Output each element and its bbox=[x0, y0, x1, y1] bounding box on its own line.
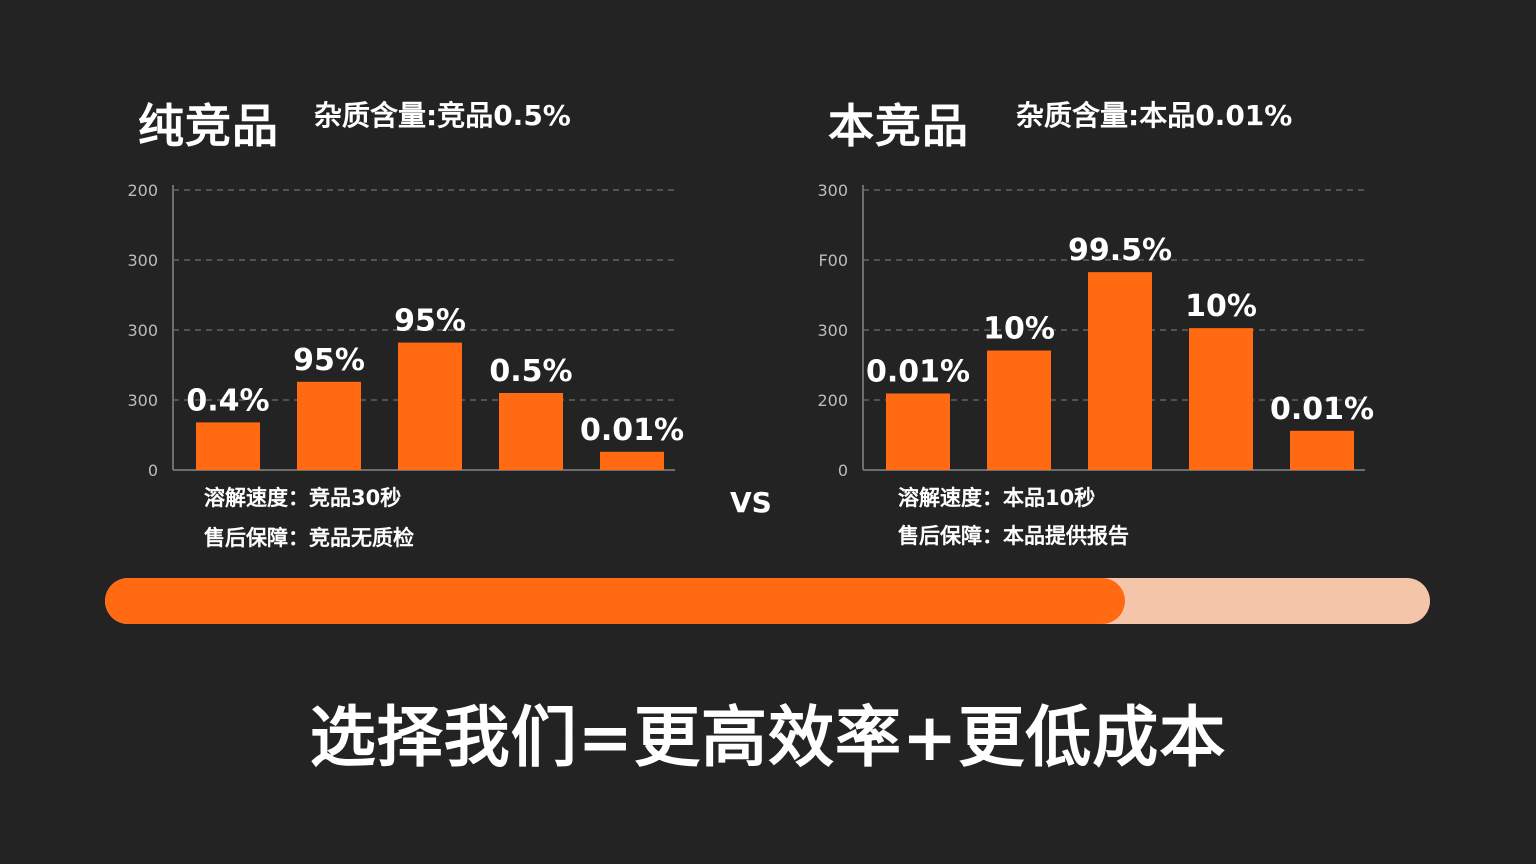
competitor-bar-chart: 0 300 300 300 200 0.4% 95% 95% 0.5%0.01% bbox=[127, 181, 684, 480]
competitor-panel: 纯竞品 杂质含量:竞品0.5% 0 300 300 300 200 0.4% 95% 95% 0… bbox=[127, 80, 730, 560]
y-tick-label: 300 bbox=[127, 321, 158, 340]
bar bbox=[297, 381, 361, 470]
y-tick-label: 0 bbox=[838, 461, 848, 480]
data-label: 99.5% bbox=[1068, 233, 1172, 268]
bar bbox=[987, 350, 1051, 470]
data-label: 0.01% bbox=[866, 354, 970, 389]
bar bbox=[1290, 430, 1354, 470]
our-product-bar-chart: 0 200 300 F00 300 0.01% 10% 99.5% 10% 0.01% bbox=[817, 181, 1374, 480]
data-label: 0.5% bbox=[489, 354, 572, 389]
panel-title: 本竞品 bbox=[828, 99, 969, 153]
progress-fill bbox=[105, 578, 1126, 624]
y-tick-label: 300 bbox=[127, 251, 158, 270]
vs-label: VS bbox=[730, 486, 772, 519]
y-tick-label: 300 bbox=[817, 321, 848, 340]
impurity-subtitle: 杂质含量:本品0.01% bbox=[1016, 99, 1293, 132]
after-sales-text: 售后保障：竞品无质检 bbox=[204, 526, 414, 550]
y-tick-label: 200 bbox=[127, 181, 158, 200]
impurity-subtitle: 杂质含量:竞品0.5% bbox=[314, 99, 571, 132]
bar bbox=[1189, 328, 1253, 470]
y-tick-label: 0 bbox=[148, 461, 158, 480]
after-sales-text: 售后保障：本品提供报告 bbox=[898, 524, 1129, 548]
y-tick-label: 200 bbox=[817, 391, 848, 410]
y-tick-label: 300 bbox=[127, 391, 158, 410]
data-label: 0.01% bbox=[580, 413, 684, 448]
data-label: 0.01% bbox=[1270, 392, 1374, 427]
bar bbox=[600, 451, 664, 470]
data-label: 10% bbox=[1185, 289, 1257, 324]
bar bbox=[886, 393, 950, 470]
data-label: 95% bbox=[293, 343, 365, 378]
our-product-panel: 本竞品 杂质含量:本品0.01% 0 200 300 F00 300 0.01% 10% 99… bbox=[817, 80, 1420, 560]
y-tick-label: 300 bbox=[817, 181, 848, 200]
data-label: 95% bbox=[394, 304, 466, 339]
y-tick-label: F00 bbox=[818, 251, 848, 270]
dissolve-speed-text: 溶解速度：竞品30秒 bbox=[204, 486, 402, 510]
panel-title: 纯竞品 bbox=[138, 99, 279, 153]
bar bbox=[196, 422, 260, 470]
dissolve-speed-text: 溶解速度：本品10秒 bbox=[898, 486, 1096, 510]
data-label: 0.4% bbox=[186, 383, 269, 418]
slogan: 选择我们=更高效率+更低成本 bbox=[309, 699, 1227, 776]
progress-bar bbox=[105, 578, 1430, 624]
data-label: 10% bbox=[983, 312, 1055, 347]
bar bbox=[499, 393, 563, 470]
bar bbox=[1088, 272, 1152, 470]
bar bbox=[398, 342, 462, 470]
